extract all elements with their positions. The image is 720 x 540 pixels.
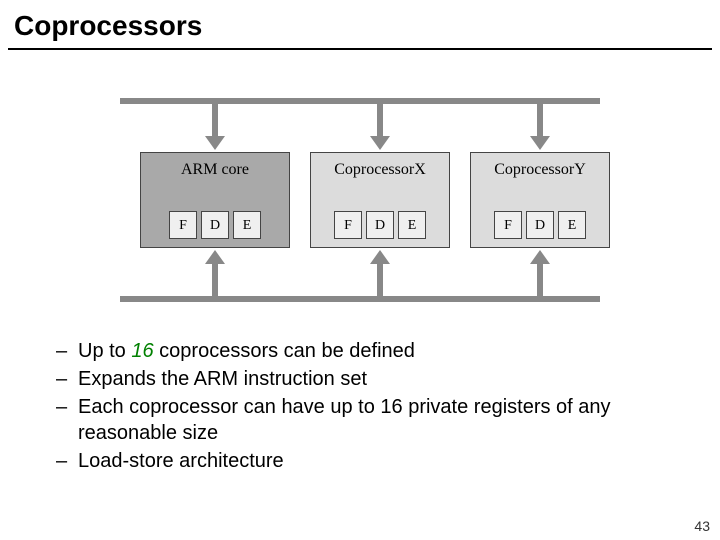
stages-copx: F D E — [311, 211, 449, 239]
box-coprocessor-y: CoprocessorY F D E — [470, 152, 610, 248]
page-number: 43 — [694, 518, 710, 534]
arrow-out-arm — [205, 250, 225, 264]
stage-e: E — [233, 211, 261, 239]
arrow-out-copy — [530, 250, 550, 264]
bullet-2: Expands the ARM instruction set — [56, 366, 680, 392]
stage-f: F — [334, 211, 362, 239]
bullet-4: Load-store architecture — [56, 448, 680, 474]
box-label-copx: CoprocessorX — [311, 153, 449, 179]
stages-copy: F D E — [471, 211, 609, 239]
stub-top-arm — [212, 104, 218, 138]
top-bus — [120, 98, 600, 104]
stage-f: F — [169, 211, 197, 239]
title-underline — [8, 48, 712, 50]
stage-d: D — [526, 211, 554, 239]
arrow-in-arm — [205, 136, 225, 150]
slide-title: Coprocessors — [0, 0, 720, 48]
box-coprocessor-x: CoprocessorX F D E — [310, 152, 450, 248]
arrow-in-copy — [530, 136, 550, 150]
bottom-bus — [120, 296, 600, 302]
box-label-copy: CoprocessorY — [471, 153, 609, 179]
coprocessor-diagram: ARM core F D E CoprocessorX F D E Coproc… — [80, 80, 640, 320]
stub-bot-copx — [377, 262, 383, 296]
bullet-1: Up to 16 coprocessors can be defined — [56, 338, 680, 364]
stage-f: F — [494, 211, 522, 239]
bullet-list: Up to 16 coprocessors can be defined Exp… — [56, 338, 680, 474]
stub-bot-copy — [537, 262, 543, 296]
stage-e: E — [398, 211, 426, 239]
bullet-1-em: 16 — [131, 340, 153, 362]
stage-e: E — [558, 211, 586, 239]
stub-bot-arm — [212, 262, 218, 296]
bullet-1-post: coprocessors can be defined — [154, 340, 415, 362]
stub-top-copy — [537, 104, 543, 138]
stub-top-copx — [377, 104, 383, 138]
box-arm-core: ARM core F D E — [140, 152, 290, 248]
arrow-in-copx — [370, 136, 390, 150]
bullet-1-pre: Up to — [78, 340, 131, 362]
box-label-arm: ARM core — [141, 153, 289, 179]
bullet-3: Each coprocessor can have up to 16 priva… — [56, 394, 680, 446]
stage-d: D — [366, 211, 394, 239]
stages-arm: F D E — [141, 211, 289, 239]
stage-d: D — [201, 211, 229, 239]
arrow-out-copx — [370, 250, 390, 264]
